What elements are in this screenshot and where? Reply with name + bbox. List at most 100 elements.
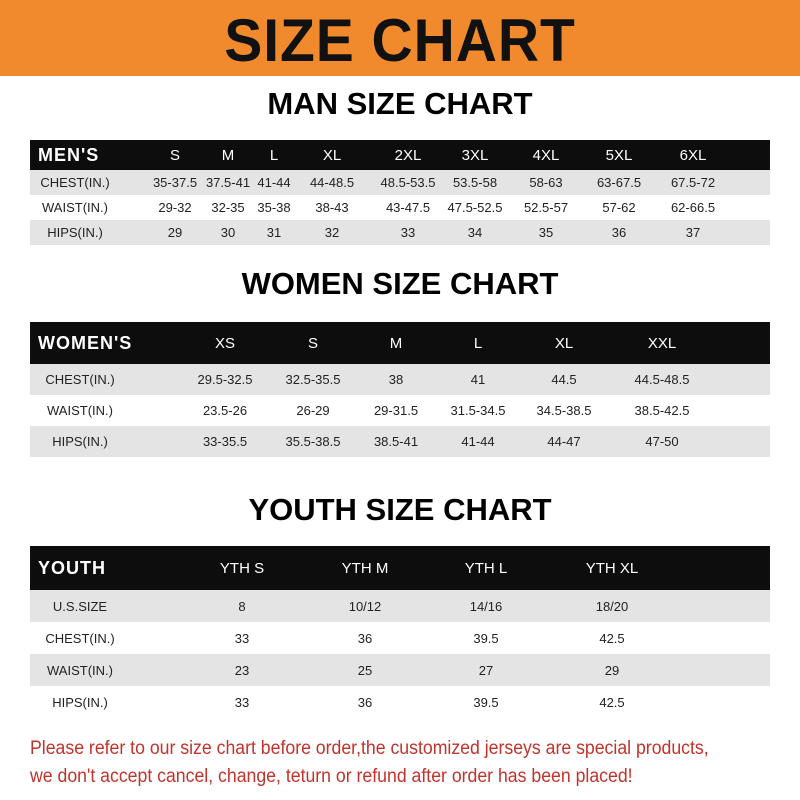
size-value: 63-67.5 — [596, 175, 642, 190]
size-value: 47-50 — [645, 434, 679, 449]
size-value: 32-35 — [211, 200, 245, 215]
size-header: XL — [322, 146, 342, 164]
size-value: 48.5-53.5 — [380, 175, 436, 190]
measure-label: HIPS(IN.) — [52, 694, 108, 710]
size-value: 29-31.5 — [373, 403, 419, 418]
disclaimer: Please refer to our size chart before or… — [30, 735, 737, 791]
size-header: 4XL — [532, 146, 560, 164]
measure-label: WAIST(IN.) — [42, 200, 108, 215]
size-value: 33 — [234, 694, 250, 710]
table-header-row: YOUTH YTH S YTH M YTH L YTH XL — [30, 546, 770, 590]
size-value: 31 — [266, 225, 282, 240]
men-size-table: MEN'S S M L XL 2XL 3XL 4XL 5XL 6XL CHEST(IN.) 35-37… — [30, 140, 770, 245]
size-header: 6XL — [679, 146, 707, 164]
size-header: 3XL — [461, 146, 489, 164]
youth-title: YOUTH SIZE CHART — [248, 492, 552, 527]
size-header: M — [221, 146, 235, 164]
table-title-cell: MEN'S — [38, 144, 100, 165]
size-value: 41-44 — [461, 434, 495, 449]
measure-label: WAIST(IN.) — [47, 403, 113, 418]
size-value: 47.5-52.5 — [447, 200, 503, 215]
size-value: 35-37.5 — [152, 175, 198, 190]
size-value: 29 — [167, 225, 183, 240]
banner-title: SIZE CHART — [224, 7, 576, 74]
measure-label: CHEST(IN.) — [40, 175, 110, 190]
size-value: 33 — [234, 630, 250, 646]
table-row: HIPS(IN.) 33-35.5 35.5-38.5 38.5-41 41-44 44-… — [30, 426, 770, 457]
size-value: 25 — [357, 662, 373, 678]
women-size-table: WOMEN'S XS S M L XL XXL CHEST(IN.) 29.5-32.5 32.5… — [30, 322, 770, 457]
table-row: WAIST(IN.) 23 25 27 29 — [30, 654, 770, 686]
size-value: 38 — [388, 372, 404, 387]
size-value: 52.5-57 — [523, 200, 569, 215]
size-value: 39.5 — [473, 694, 499, 710]
size-header: YTH L — [464, 559, 508, 577]
table-title-cell: YOUTH — [38, 557, 106, 578]
size-value: 27 — [478, 662, 494, 678]
size-value: 42.5 — [599, 630, 625, 646]
size-value: 39.5 — [473, 630, 499, 646]
table-row: HIPS(IN.) 29 30 31 32 33 34 35 36 37 — [30, 220, 770, 245]
size-value: 37.5-41 — [205, 175, 251, 190]
size-value: 43-47.5 — [385, 200, 431, 215]
size-value: 31.5-34.5 — [450, 403, 506, 418]
table-row: HIPS(IN.) 33 36 39.5 42.5 — [30, 686, 770, 718]
women-title: WOMEN SIZE CHART — [241, 266, 559, 301]
size-value: 32.5-35.5 — [285, 372, 341, 387]
youth-size-table: YOUTH YTH S YTH M YTH L YTH XL U.S.SIZE 8 10/12… — [30, 546, 770, 718]
size-header: L — [269, 146, 279, 164]
measure-label: WAIST(IN.) — [47, 662, 113, 678]
size-header: S — [169, 146, 181, 164]
size-value: 10/12 — [348, 598, 382, 614]
size-header: XXL — [647, 334, 677, 352]
size-value: 14/16 — [469, 598, 503, 614]
table-row: CHEST(IN.) 29.5-32.5 32.5-35.5 38 41 44.5 44.5… — [30, 364, 770, 395]
size-header: YTH S — [219, 559, 265, 577]
disclaimer-line-2: we don't accept cancel, change, teturn o… — [30, 766, 633, 787]
men-title: MAN SIZE CHART — [267, 86, 533, 121]
table-header-row: MEN'S S M L XL 2XL 3XL 4XL 5XL 6XL — [30, 140, 770, 170]
size-value: 36 — [357, 694, 373, 710]
size-value: 34 — [467, 225, 483, 240]
size-header: M — [389, 334, 403, 352]
size-value: 33 — [400, 225, 416, 240]
size-value: 44.5 — [551, 372, 577, 387]
table-row: CHEST(IN.) 35-37.5 37.5-41 41-44 44-48.5 48.5… — [30, 170, 770, 195]
size-value: 29.5-32.5 — [197, 372, 253, 387]
size-value: 36 — [357, 630, 373, 646]
size-value: 42.5 — [599, 694, 625, 710]
size-header: L — [473, 334, 483, 352]
size-value: 26-29 — [296, 403, 330, 418]
table-row: WAIST(IN.) 29-32 32-35 35-38 38-43 43-47.5 47.… — [30, 195, 770, 220]
measure-label: HIPS(IN.) — [52, 434, 108, 449]
table-row: WAIST(IN.) 23.5-26 26-29 29-31.5 31.5-34.5 34… — [30, 395, 770, 426]
table-title-cell: WOMEN'S — [38, 332, 133, 353]
size-header: YTH XL — [585, 559, 639, 577]
disclaimer-line-1: Please refer to our size chart before or… — [30, 738, 709, 759]
table-header-row: WOMEN'S XS S M L XL XXL — [30, 322, 770, 364]
size-value: 29 — [604, 662, 620, 678]
size-value: 38.5-42.5 — [634, 403, 690, 418]
size-value: 36 — [611, 225, 627, 240]
size-header: 5XL — [605, 146, 633, 164]
table-row: CHEST(IN.) 33 36 39.5 42.5 — [30, 622, 770, 654]
size-value: 41-44 — [257, 175, 291, 190]
size-value: 67.5-72 — [670, 175, 716, 190]
size-value: 62-66.5 — [670, 200, 716, 215]
size-value: 38-43 — [315, 200, 349, 215]
size-value: 58-63 — [529, 175, 563, 190]
size-value: 35.5-38.5 — [285, 434, 341, 449]
measure-label: CHEST(IN.) — [45, 630, 115, 646]
size-value: 23 — [234, 662, 250, 678]
size-value: 44-48.5 — [309, 175, 355, 190]
size-value: 37 — [685, 225, 701, 240]
size-value: 57-62 — [602, 200, 636, 215]
size-header: XL — [554, 334, 574, 352]
size-header: YTH M — [341, 559, 389, 577]
size-value: 44-47 — [547, 434, 581, 449]
size-value: 30 — [220, 225, 236, 240]
size-value: 41 — [470, 372, 486, 387]
size-value: 35 — [538, 225, 554, 240]
size-value: 23.5-26 — [202, 403, 248, 418]
size-value: 53.5-58 — [452, 175, 498, 190]
